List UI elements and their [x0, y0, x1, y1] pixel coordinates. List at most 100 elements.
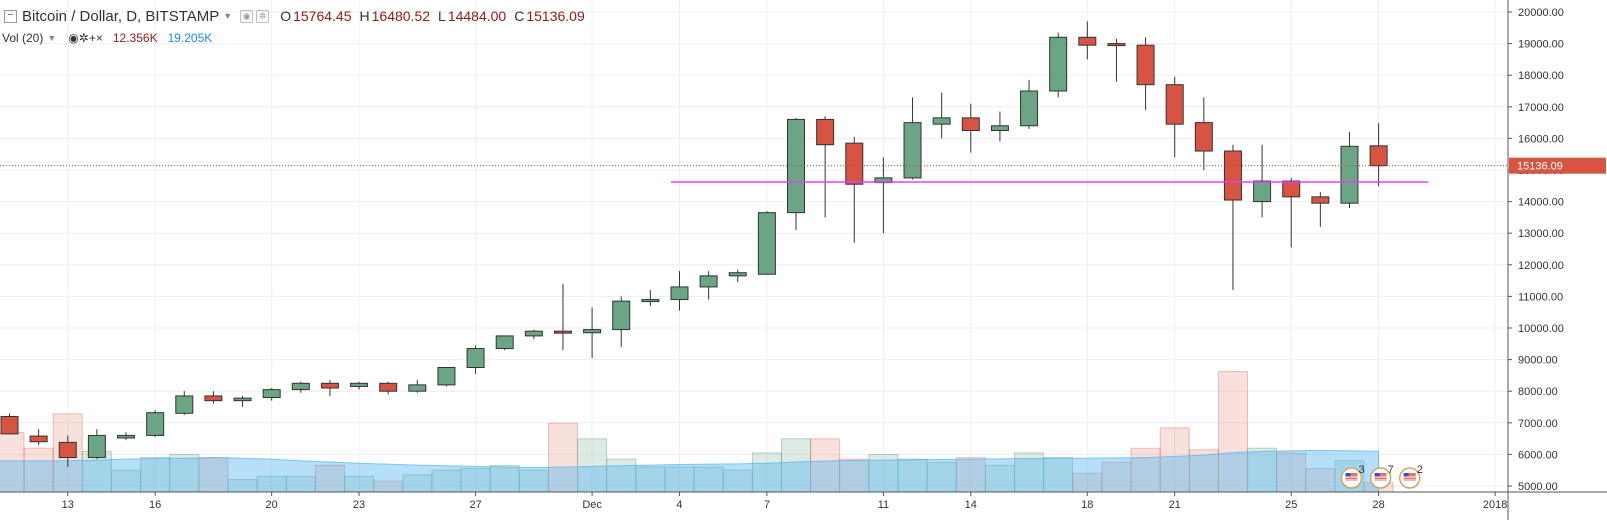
- x-tick-label: 23: [353, 499, 365, 511]
- candle-body[interactable]: [1253, 180, 1272, 203]
- volume-bar: [577, 438, 608, 493]
- candle-body[interactable]: [1165, 84, 1184, 125]
- x-tick-label: 18: [1081, 499, 1093, 511]
- y-tick-label: 7000.00: [1518, 418, 1558, 430]
- y-tick-label: 10000.00: [1518, 323, 1564, 335]
- volume-label[interactable]: Vol (20): [2, 31, 44, 45]
- candle-body[interactable]: [1136, 44, 1155, 86]
- candle-body[interactable]: [175, 395, 194, 414]
- candle-body[interactable]: [291, 382, 310, 391]
- collapse-icon[interactable]: −: [4, 9, 17, 23]
- candle-body[interactable]: [437, 367, 456, 386]
- candle-body[interactable]: [816, 118, 835, 146]
- event-count: 7: [1388, 464, 1394, 476]
- x-tick-label: 7: [764, 499, 770, 511]
- candle-body[interactable]: [233, 397, 252, 402]
- candle-body[interactable]: [612, 300, 631, 331]
- y-tick-label: 14000.00: [1518, 197, 1564, 209]
- candle-body[interactable]: [1078, 36, 1097, 46]
- candle-body[interactable]: [408, 384, 427, 392]
- volume-bar: [693, 466, 724, 493]
- candle-body[interactable]: [757, 212, 776, 275]
- y-tick-label: 20000.00: [1518, 7, 1564, 19]
- volume-bar: [751, 452, 782, 493]
- candle-body[interactable]: [845, 142, 864, 185]
- eye-icon[interactable]: ◉: [240, 9, 254, 23]
- y-tick-label: 18000.00: [1518, 70, 1564, 82]
- x-tick-label: 4: [676, 499, 682, 511]
- high-label: H: [359, 8, 370, 24]
- close-icon[interactable]: ×: [95, 31, 103, 45]
- x-tick-label: 27: [469, 499, 481, 511]
- low-value: 14484.00: [447, 8, 507, 24]
- volume-bar: [1159, 427, 1190, 493]
- symbol-title[interactable]: Bitcoin / Dollar, D, BITSTAMP: [22, 7, 220, 25]
- y-tick-label: 5000.00: [1518, 481, 1558, 493]
- candle-body[interactable]: [961, 117, 980, 132]
- candle-body[interactable]: [1049, 36, 1068, 92]
- candle-body[interactable]: [1311, 196, 1330, 204]
- candle-body[interactable]: [524, 330, 543, 337]
- candle-body[interactable]: [204, 395, 223, 402]
- candle-body[interactable]: [262, 389, 281, 399]
- candle-body[interactable]: [903, 122, 922, 179]
- volume-bar: [547, 422, 578, 493]
- candle-body[interactable]: [990, 125, 1009, 132]
- candle-body[interactable]: [117, 434, 136, 439]
- candle-body[interactable]: [29, 435, 48, 443]
- candle-body[interactable]: [553, 330, 572, 334]
- y-tick-label: 9000.00: [1518, 355, 1558, 367]
- eye-icon[interactable]: ◉: [68, 31, 79, 45]
- x-tick-label: 2018: [1483, 499, 1507, 511]
- volume-ma-area: [0, 449, 1380, 493]
- last-price-label: 15136.09: [1517, 161, 1563, 173]
- candle-body[interactable]: [495, 335, 514, 350]
- candle-body[interactable]: [0, 415, 19, 435]
- candle-body[interactable]: [1223, 150, 1242, 201]
- event-flag-canton: [1403, 473, 1409, 477]
- candle-body[interactable]: [58, 441, 77, 459]
- candle-body[interactable]: [699, 275, 718, 288]
- volume-bar: [606, 458, 637, 493]
- volume-bar: [1014, 452, 1045, 493]
- candle-body[interactable]: [670, 286, 689, 301]
- candle-body[interactable]: [350, 382, 369, 387]
- volume-bar: [839, 458, 870, 493]
- candle-body[interactable]: [728, 272, 747, 277]
- chevron-down-icon[interactable]: ▼: [223, 11, 233, 21]
- x-tick-label: 21: [1169, 499, 1181, 511]
- event-count: 2: [1417, 464, 1423, 476]
- volume-bar: [926, 461, 957, 493]
- candle-body[interactable]: [641, 299, 660, 303]
- volume-bar: [810, 438, 841, 493]
- candle-body[interactable]: [466, 348, 485, 369]
- low-label: L: [438, 8, 446, 24]
- candle-body[interactable]: [583, 329, 602, 334]
- candle-body[interactable]: [1020, 90, 1039, 127]
- candle-body[interactable]: [1369, 145, 1388, 167]
- candle-body[interactable]: [87, 434, 106, 459]
- y-tick-label: 13000.00: [1518, 228, 1564, 240]
- candle-body[interactable]: [1340, 145, 1359, 204]
- gear-icon[interactable]: ✲: [256, 9, 270, 23]
- y-tick-label: 17000.00: [1518, 102, 1564, 114]
- gear-icon[interactable]: ✲: [78, 31, 89, 45]
- x-tick-label: 16: [149, 499, 161, 511]
- event-flag-canton: [1374, 473, 1380, 477]
- chevron-down-icon[interactable]: ▼: [47, 33, 57, 43]
- y-tick-label: 16000.00: [1518, 133, 1564, 145]
- y-tick-label: 12000.00: [1518, 260, 1564, 272]
- candle-body[interactable]: [320, 382, 339, 389]
- candle-body[interactable]: [1194, 122, 1213, 152]
- x-tick-label: 11: [878, 499, 889, 511]
- candle-body[interactable]: [146, 412, 165, 436]
- candle-body[interactable]: [379, 382, 398, 392]
- plus-icon[interactable]: +: [88, 31, 96, 45]
- candle-body[interactable]: [1282, 180, 1301, 198]
- candle-body[interactable]: [1107, 43, 1126, 47]
- y-tick-label: 6000.00: [1518, 449, 1558, 461]
- candle-body[interactable]: [932, 117, 951, 125]
- volume-bar: [169, 453, 200, 493]
